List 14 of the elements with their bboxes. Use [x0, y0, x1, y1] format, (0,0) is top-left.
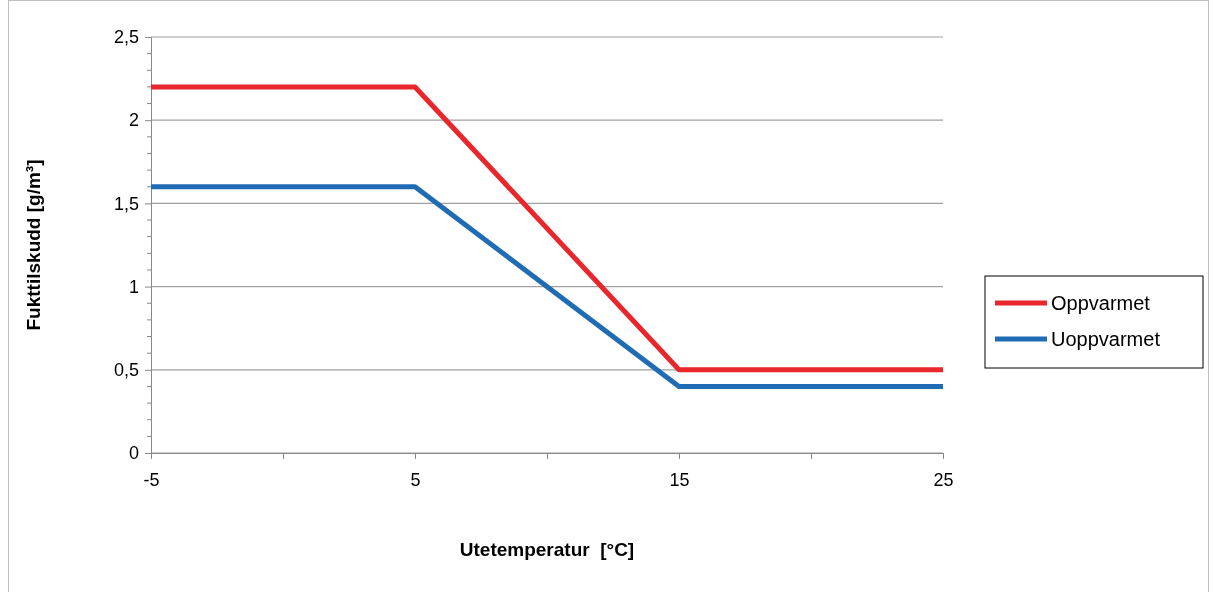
x-axis-title: Utetemperatur [°C]: [459, 539, 635, 560]
y-tick-label: 2,5: [113, 27, 139, 48]
y-tick-label: 2: [128, 110, 139, 131]
y-tick-label: 0: [128, 443, 139, 464]
y-axis-title: Fukttilskudd [g/m³]: [23, 159, 44, 331]
y-tick-label: 1,5: [113, 193, 139, 214]
legend-label: Oppvarmet: [1051, 292, 1151, 314]
x-tick-label: 5: [410, 469, 421, 490]
x-tick-label: 15: [669, 469, 690, 490]
y-tick-label: 0,5: [113, 360, 139, 381]
legend-label: Uoppvarmet: [1051, 328, 1161, 350]
x-tick-label: 25: [933, 469, 954, 490]
y-tick-label: 1: [128, 276, 139, 297]
x-tick-label: -5: [143, 469, 160, 490]
